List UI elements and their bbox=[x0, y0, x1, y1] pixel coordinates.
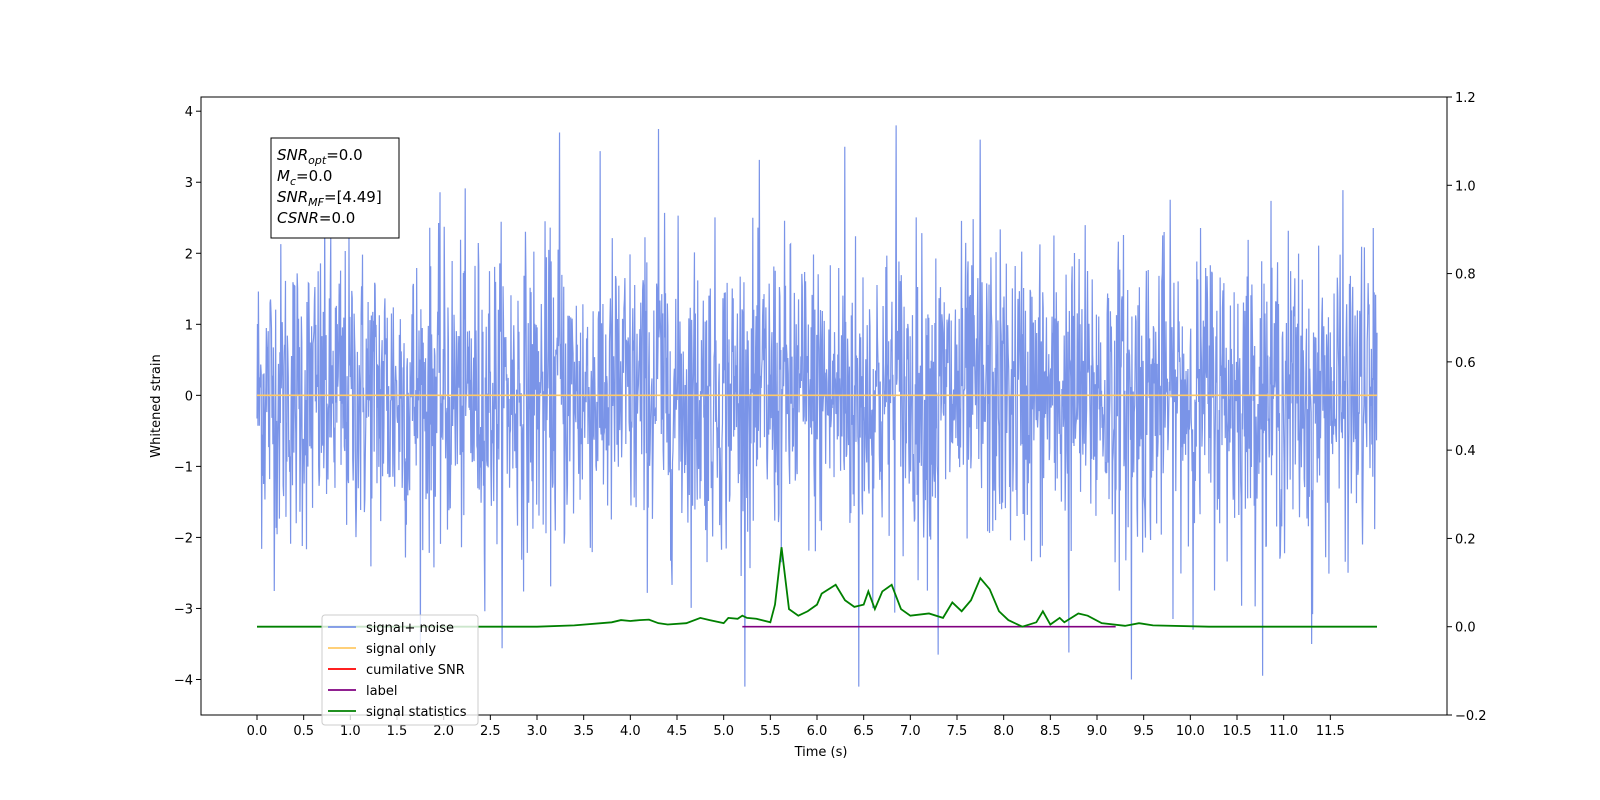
y-tick-label: 1 bbox=[185, 318, 193, 333]
x-tick-label: 1.5 bbox=[387, 724, 408, 739]
legend-frame bbox=[321, 614, 479, 726]
legend-label: signal only bbox=[366, 642, 436, 657]
series-layer bbox=[256, 125, 1378, 687]
x-tick-label: 6.5 bbox=[853, 724, 874, 739]
x-tick-label: 8.0 bbox=[993, 724, 1014, 739]
x-tick-label: 10.5 bbox=[1223, 724, 1252, 739]
x-tick-label: 4.5 bbox=[667, 724, 688, 739]
y2-tick-label: 1.0 bbox=[1455, 179, 1476, 194]
x-tick-label: 11.0 bbox=[1269, 724, 1298, 739]
x-tick-label: 2.5 bbox=[480, 724, 501, 739]
y2-tick-label: 0.4 bbox=[1455, 444, 1476, 459]
x-tick-label: 11.5 bbox=[1316, 724, 1345, 739]
x-tick-label: 7.0 bbox=[900, 724, 921, 739]
x-axis-label: Time (s) bbox=[794, 745, 848, 760]
legend-label: cumilative SNR bbox=[366, 663, 465, 678]
x-tick-label: 3.0 bbox=[527, 724, 548, 739]
x-tick-label: 1.0 bbox=[340, 724, 361, 739]
y-tick-label: −2 bbox=[174, 531, 193, 546]
x-tick-label: 2.0 bbox=[433, 724, 454, 739]
y-tick-label: −1 bbox=[174, 460, 193, 475]
legend-label: label bbox=[366, 684, 397, 699]
x-axis: 0.0 0.5 1.0 1.5 2.0 2.5 3.0 3.5 4.0 4.5 5.0 5.5 6.0 6… bbox=[247, 715, 1345, 739]
legend-label: signal+ noise bbox=[366, 621, 454, 636]
y-tick-label: −3 bbox=[174, 602, 193, 617]
y2-tick-label: 0.6 bbox=[1455, 356, 1476, 371]
y-axis-label: Whitened strain bbox=[149, 354, 164, 457]
y-axis-left: 4 3 2 1 0 −1 −2 −3 −4 bbox=[174, 105, 201, 688]
y2-tick-label: 0.0 bbox=[1455, 621, 1476, 636]
x-tick-label: 3.5 bbox=[573, 724, 594, 739]
annotation-line: SNRopt=0.0 bbox=[277, 146, 363, 167]
y-tick-label: −4 bbox=[174, 673, 193, 688]
x-tick-label: 8.5 bbox=[1040, 724, 1061, 739]
annotation-line: CSNR=0.0 bbox=[277, 209, 355, 227]
y2-tick-label: 0.8 bbox=[1455, 268, 1476, 283]
x-tick-label: 0.0 bbox=[247, 724, 268, 739]
annotation-line: Mc=0.0 bbox=[277, 167, 332, 188]
series-line-signal-noise bbox=[256, 125, 1378, 687]
legend-label: signal statistics bbox=[366, 705, 467, 720]
x-tick-label: 5.5 bbox=[760, 724, 781, 739]
annotation-frame bbox=[270, 137, 400, 239]
x-tick-label: 9.0 bbox=[1087, 724, 1108, 739]
y-tick-label: 2 bbox=[185, 247, 193, 262]
y2-tick-label: 0.2 bbox=[1455, 532, 1476, 547]
legend: signal+ noise signal only cumilative SNR la… bbox=[321, 614, 479, 726]
x-tick-label: 0.5 bbox=[293, 724, 314, 739]
x-tick-label: 4.0 bbox=[620, 724, 641, 739]
y-axis-right: 1.2 1.0 0.8 0.6 0.4 0.2 0.0 −0.2 bbox=[1447, 91, 1487, 724]
x-tick-label: 6.0 bbox=[807, 724, 828, 739]
x-tick-label: 10.0 bbox=[1176, 724, 1205, 739]
y-tick-label: 3 bbox=[185, 176, 193, 191]
y2-tick-label: 1.2 bbox=[1455, 91, 1476, 106]
y-tick-label: 0 bbox=[185, 389, 193, 404]
x-tick-label: 9.5 bbox=[1133, 724, 1154, 739]
annotation-line: SNRMF=[4.49] bbox=[277, 188, 382, 209]
series-line-signal-statistics bbox=[257, 547, 1377, 628]
y-tick-label: 4 bbox=[185, 105, 193, 120]
x-tick-label: 5.0 bbox=[713, 724, 734, 739]
x-tick-label: 7.5 bbox=[947, 724, 968, 739]
y2-tick-label: −0.2 bbox=[1455, 709, 1487, 724]
plot-frame bbox=[200, 96, 1448, 716]
